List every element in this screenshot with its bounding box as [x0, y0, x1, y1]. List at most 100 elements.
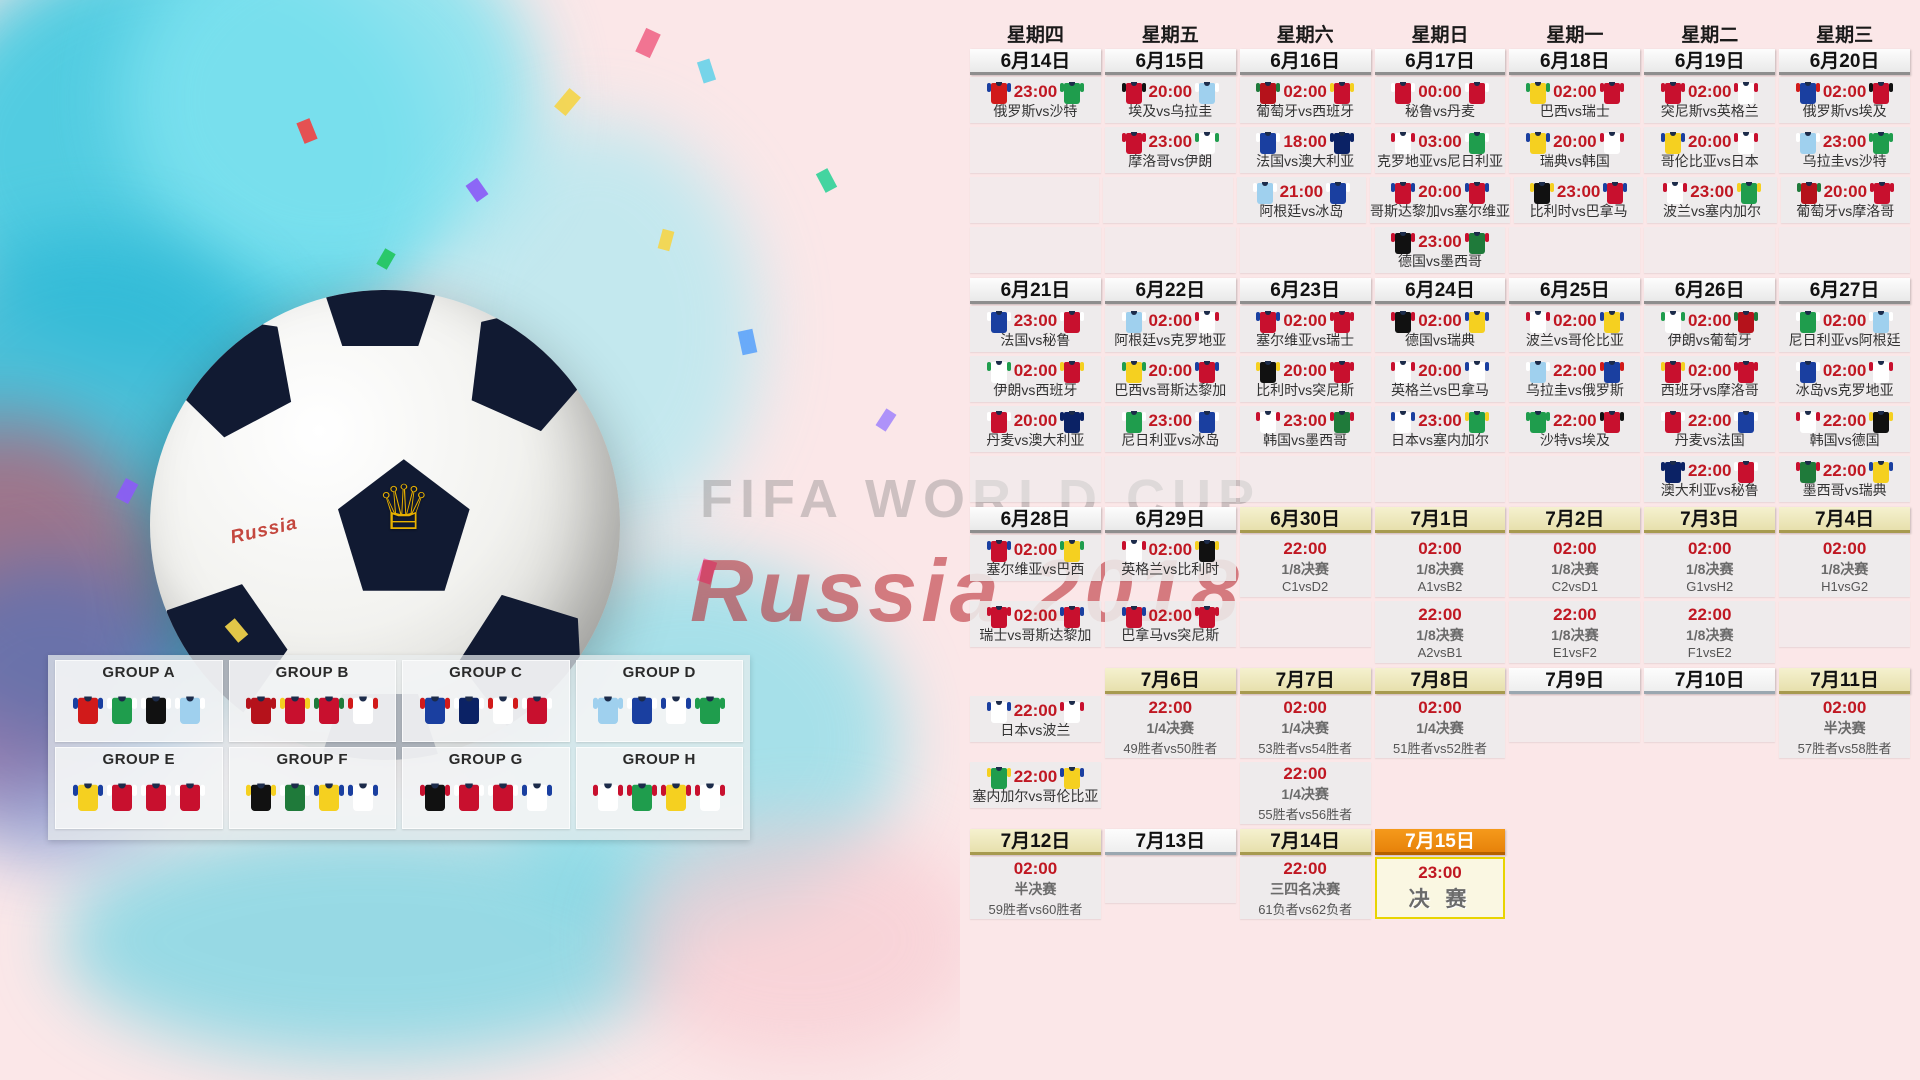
group-match[interactable]: 20:00 哥伦比亚vs日本: [1644, 127, 1776, 173]
group-box-group-g[interactable]: GROUP G: [402, 747, 570, 829]
group-match[interactable]: 20:00 英格兰vs巴拿马: [1374, 356, 1506, 402]
date-header[interactable]: 7月7日: [1239, 668, 1371, 694]
group-match[interactable]: 23:00 法国vs秘鲁: [970, 306, 1101, 352]
date-header[interactable]: 7月13日: [1104, 829, 1236, 855]
date-header[interactable]: 6月21日: [970, 278, 1101, 304]
knockout-match[interactable]: 02:00 1/8决赛 A1vsB2: [1374, 535, 1506, 597]
group-box-group-f[interactable]: GROUP F: [228, 747, 396, 829]
date-header[interactable]: 7月2日: [1509, 507, 1641, 533]
group-match[interactable]: 23:00 比利时vs巴拿马: [1513, 177, 1644, 223]
knockout-match[interactable]: 22:00 1/8决赛 A2vsB1: [1374, 601, 1506, 663]
date-header[interactable]: 7月1日: [1374, 507, 1506, 533]
knockout-match[interactable]: 02:00 半决赛 57胜者vs58胜者: [1779, 696, 1911, 758]
date-header[interactable]: 7月10日: [1644, 668, 1776, 694]
group-match[interactable]: 23:00 韩国vs墨西哥: [1239, 406, 1371, 452]
group-match[interactable]: 22:00 乌拉圭vs俄罗斯: [1509, 356, 1641, 402]
group-match[interactable]: 02:00 巴拿马vs突尼斯: [1104, 601, 1236, 647]
date-header[interactable]: 6月14日: [970, 49, 1101, 75]
date-header[interactable]: 6月17日: [1374, 49, 1506, 75]
group-match[interactable]: 02:00 西班牙vs摩洛哥: [1644, 356, 1776, 402]
group-match[interactable]: 02:00 冰岛vs克罗地亚: [1779, 356, 1911, 402]
final-match-box[interactable]: 23:00 决 赛: [1374, 857, 1506, 919]
group-match[interactable]: 22:00 澳大利亚vs秘鲁: [1644, 456, 1776, 502]
group-match[interactable]: 22:00 墨西哥vs瑞典: [1779, 456, 1911, 502]
date-header[interactable]: 6月19日: [1644, 49, 1776, 75]
group-match[interactable]: 03:00 克罗地亚vs尼日利亚: [1374, 127, 1506, 173]
date-header[interactable]: 6月24日: [1374, 278, 1506, 304]
date-header[interactable]: 6月27日: [1779, 278, 1911, 304]
date-header[interactable]: 7月6日: [1104, 668, 1236, 694]
group-match[interactable]: 02:00 德国vs瑞典: [1374, 306, 1506, 352]
knockout-match[interactable]: 22:00 三四名决赛 61负者vs62负者: [1239, 857, 1371, 919]
group-match[interactable]: 23:00 摩洛哥vs伊朗: [1104, 127, 1236, 173]
knockout-match[interactable]: 02:00 1/4决赛 51胜者vs52胜者: [1374, 696, 1506, 758]
date-header[interactable]: 7月14日: [1239, 829, 1371, 855]
date-header[interactable]: 6月16日: [1239, 49, 1371, 75]
date-header[interactable]: 6月28日: [970, 507, 1101, 533]
date-header[interactable]: 6月18日: [1509, 49, 1641, 75]
group-box-group-h[interactable]: GROUP H: [575, 747, 743, 829]
group-match[interactable]: 23:00 尼日利亚vs冰岛: [1104, 406, 1236, 452]
knockout-match[interactable]: 22:00 1/8决赛 F1vsE2: [1644, 601, 1776, 663]
group-box-group-d[interactable]: GROUP D: [575, 660, 743, 742]
knockout-match[interactable]: 02:00 1/8决赛 G1vsH2: [1644, 535, 1776, 597]
group-match[interactable]: 22:00 韩国vs德国: [1779, 406, 1911, 452]
knockout-match[interactable]: 22:00 1/4决赛 55胜者vs56胜者: [1239, 762, 1371, 824]
group-match[interactable]: 00:00 秘鲁vs丹麦: [1374, 77, 1506, 123]
group-match[interactable]: 20:00 比利时vs突尼斯: [1239, 356, 1371, 402]
date-header[interactable]: 6月25日: [1509, 278, 1641, 304]
group-box-group-b[interactable]: GROUP B: [228, 660, 396, 742]
group-match[interactable]: 02:00 俄罗斯vs埃及: [1779, 77, 1911, 123]
date-header[interactable]: 6月30日: [1239, 507, 1371, 533]
knockout-match[interactable]: 22:00 1/8决赛 E1vsF2: [1509, 601, 1641, 663]
group-match[interactable]: 23:00 俄罗斯vs沙特: [970, 77, 1101, 123]
date-header[interactable]: 6月26日: [1644, 278, 1776, 304]
group-match[interactable]: 23:00 日本vs塞内加尔: [1374, 406, 1506, 452]
date-header[interactable]: 6月29日: [1104, 507, 1236, 533]
group-match[interactable]: 23:00 乌拉圭vs沙特: [1779, 127, 1911, 173]
group-match[interactable]: 20:00 丹麦vs澳大利亚: [970, 406, 1101, 452]
group-match[interactable]: 02:00 瑞士vs哥斯达黎加: [970, 601, 1101, 647]
group-box-group-e[interactable]: GROUP E: [55, 747, 223, 829]
group-match[interactable]: 20:00 埃及vs乌拉圭: [1104, 77, 1236, 123]
group-box-group-c[interactable]: GROUP C: [402, 660, 570, 742]
group-match[interactable]: 02:00 伊朗vs葡萄牙: [1644, 306, 1776, 352]
group-match[interactable]: 23:00 波兰vs塞内加尔: [1647, 177, 1777, 223]
group-match[interactable]: 02:00 波兰vs哥伦比亚: [1509, 306, 1641, 352]
date-header[interactable]: 7月3日: [1644, 507, 1776, 533]
date-header[interactable]: 7月12日: [970, 829, 1101, 855]
knockout-match[interactable]: 22:00 1/8决赛 C1vsD2: [1239, 535, 1371, 597]
group-match[interactable]: 22:00 丹麦vs法国: [1644, 406, 1776, 452]
date-header[interactable]: 7月9日: [1509, 668, 1641, 694]
knockout-match[interactable]: 22:00 1/4决赛 49胜者vs50胜者: [1104, 696, 1236, 758]
group-match[interactable]: 20:00 瑞典vs韩国: [1509, 127, 1641, 173]
group-match[interactable]: 02:00 突尼斯vs英格兰: [1644, 77, 1776, 123]
date-header[interactable]: 6月20日: [1779, 49, 1911, 75]
date-header[interactable]: 7月4日: [1779, 507, 1911, 533]
group-match[interactable]: 02:00 阿根廷vs克罗地亚: [1104, 306, 1236, 352]
group-match[interactable]: 18:00 法国vs澳大利亚: [1239, 127, 1371, 173]
group-match[interactable]: 02:00 伊朗vs西班牙: [970, 356, 1101, 402]
date-header[interactable]: 6月15日: [1104, 49, 1236, 75]
group-match[interactable]: 22:00 沙特vs埃及: [1509, 406, 1641, 452]
group-match[interactable]: 02:00 葡萄牙vs西班牙: [1239, 77, 1371, 123]
knockout-match[interactable]: 02:00 1/4决赛 53胜者vs54胜者: [1239, 696, 1371, 758]
date-header[interactable]: 7月8日: [1374, 668, 1506, 694]
group-match[interactable]: 20:00 巴西vs哥斯达黎加: [1104, 356, 1236, 402]
date-header[interactable]: 6月22日: [1104, 278, 1236, 304]
group-match[interactable]: 20:00 哥斯达黎加vs塞尔维亚: [1369, 177, 1510, 223]
date-header[interactable]: 6月23日: [1239, 278, 1371, 304]
group-match[interactable]: 20:00 葡萄牙vs摩洛哥: [1780, 177, 1910, 223]
knockout-match[interactable]: 02:00 1/8决赛 H1vsG2: [1779, 535, 1911, 597]
knockout-match[interactable]: 02:00 1/8决赛 C2vsD1: [1509, 535, 1641, 597]
group-match[interactable]: 23:00 德国vs墨西哥: [1374, 227, 1506, 273]
group-match[interactable]: 02:00 塞尔维亚vs瑞士: [1239, 306, 1371, 352]
knockout-match[interactable]: 02:00 半决赛 59胜者vs60胜者: [970, 857, 1101, 919]
group-match[interactable]: 02:00 尼日利亚vs阿根廷: [1779, 306, 1911, 352]
date-header[interactable]: 7月15日: [1374, 829, 1506, 855]
date-header[interactable]: 7月11日: [1779, 668, 1911, 694]
group-match[interactable]: 21:00 阿根廷vs冰岛: [1236, 177, 1366, 223]
group-match[interactable]: 22:00 塞内加尔vs哥伦比亚: [970, 762, 1101, 808]
group-box-group-a[interactable]: GROUP A: [55, 660, 223, 742]
group-match[interactable]: 02:00 巴西vs瑞士: [1509, 77, 1641, 123]
